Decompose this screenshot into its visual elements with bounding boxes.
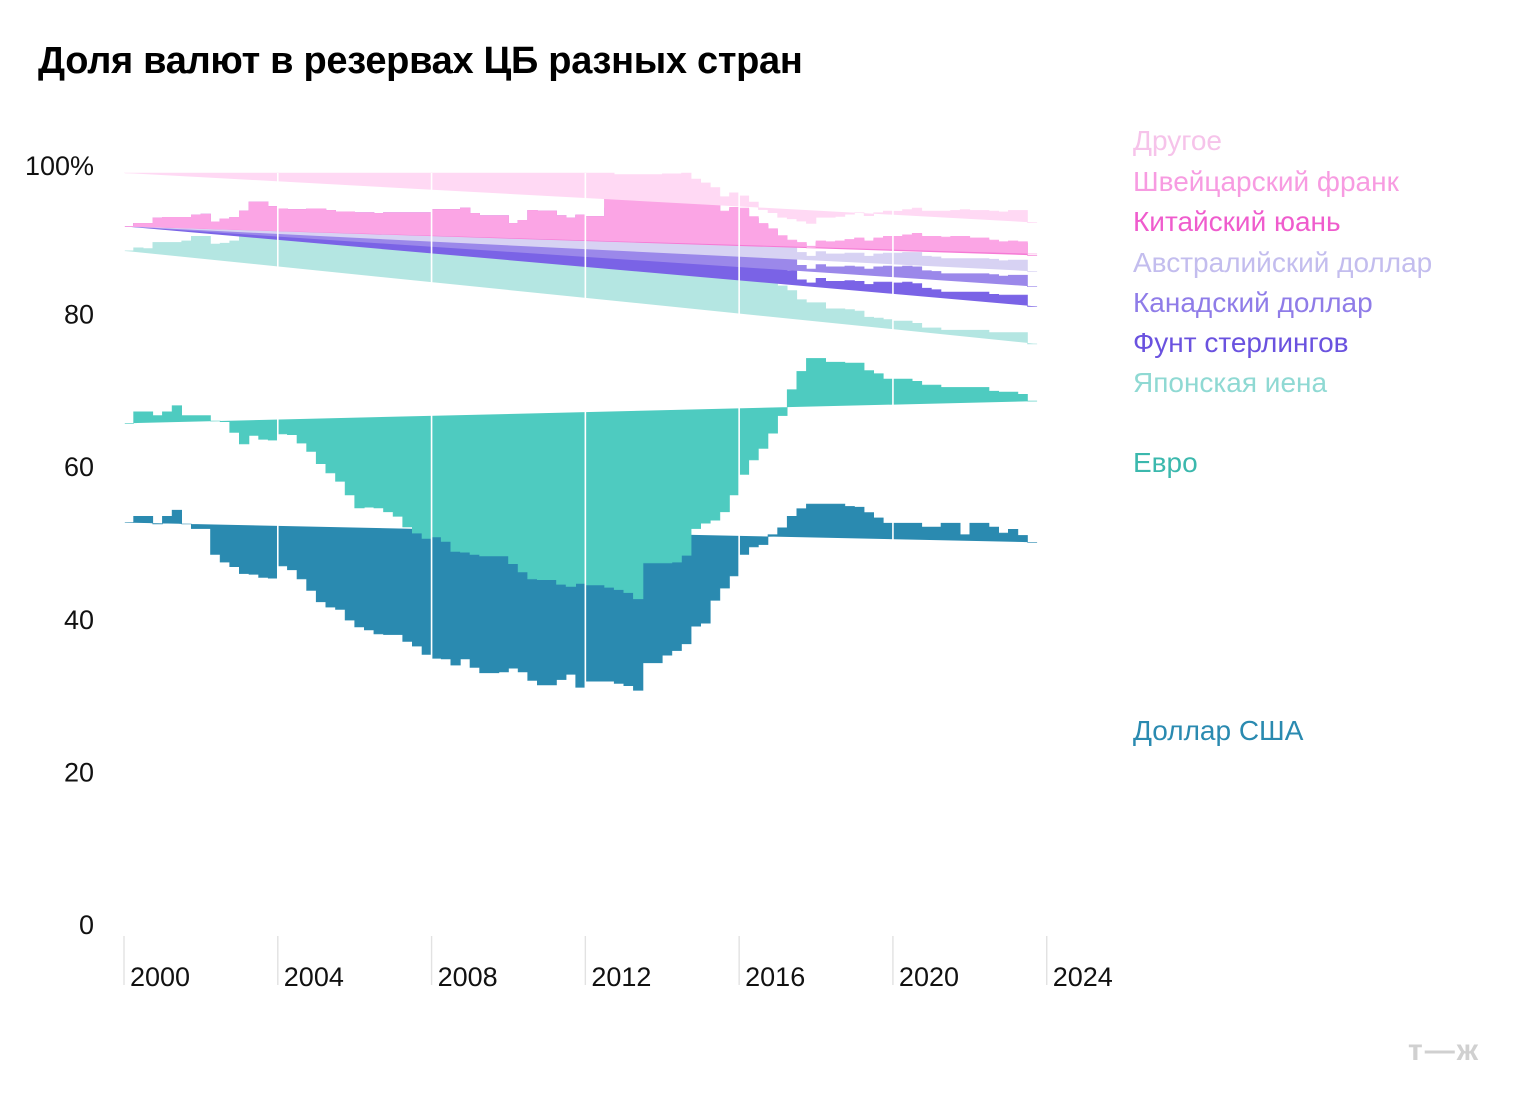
x-tick-label: 2016 bbox=[745, 962, 805, 992]
x-tick-label: 2012 bbox=[591, 962, 651, 992]
chart-bands bbox=[124, 172, 1038, 691]
x-axis-ticks: 2000 2004 2008 2012 2016 2020 2024 bbox=[123, 936, 1113, 992]
legend-label-0: Доллар США bbox=[1133, 715, 1304, 746]
x-tick-label: 2020 bbox=[899, 962, 959, 992]
legend-label-2: Японская иена bbox=[1133, 367, 1327, 398]
y-tick-label: 0 bbox=[79, 910, 94, 940]
legend-label-4: Канадский доллар bbox=[1133, 287, 1373, 318]
brand-logo: т—ж bbox=[1408, 1034, 1480, 1067]
chart-gridlines bbox=[123, 173, 1048, 985]
x-tick-label: 2000 bbox=[130, 962, 190, 992]
legend-label-7: Швейцарский франк bbox=[1133, 166, 1400, 197]
band-0 bbox=[124, 503, 1038, 691]
chart-title: Доля валют в резервах ЦБ разных стран bbox=[38, 40, 803, 82]
x-tick-label: 2008 bbox=[438, 962, 498, 992]
legend-label-3: Фунт стерлингов bbox=[1133, 327, 1349, 358]
y-tick-label: 60 bbox=[64, 452, 94, 482]
y-tick-label: 40 bbox=[64, 605, 94, 635]
y-tick-label: 100% bbox=[25, 151, 94, 181]
y-tick-label: 20 bbox=[64, 757, 94, 787]
band-8 bbox=[124, 172, 1038, 224]
legend-label-5: Австралийский доллар bbox=[1133, 247, 1432, 278]
chart-legend: Другое Швейцарский франк Китайский юань Авс… bbox=[1133, 125, 1432, 746]
x-tick-label: 2004 bbox=[284, 962, 344, 992]
y-axis-ticks: 0 20 40 60 80 100% bbox=[25, 151, 94, 940]
y-tick-label: 80 bbox=[64, 300, 94, 330]
x-tick-label: 2024 bbox=[1053, 962, 1113, 992]
legend-label-6: Китайский юань bbox=[1133, 206, 1341, 237]
legend-label-8: Другое bbox=[1133, 125, 1222, 156]
legend-label-1: Евро bbox=[1133, 447, 1198, 478]
